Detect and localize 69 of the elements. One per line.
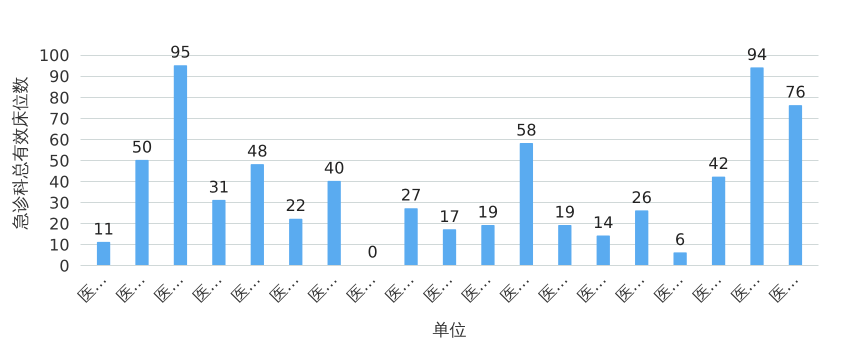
x-tick-label: 医… (458, 270, 495, 306)
data-label: 14 (593, 213, 614, 232)
y-tick-label: 70 (49, 109, 70, 128)
data-label: 6 (675, 230, 686, 249)
x-tick-label: 医… (766, 270, 802, 306)
x-tick-label: 医… (574, 270, 610, 306)
data-label: 17 (439, 206, 460, 226)
x-tick-label: 医… (535, 270, 572, 306)
data-label: 27 (400, 186, 422, 205)
bar (520, 143, 534, 266)
bar (328, 180, 341, 266)
x-tick-label: 医… (612, 270, 648, 306)
data-label: 11 (93, 219, 114, 238)
y-axis-title: 急诊科总有效床位数 (10, 76, 31, 230)
y-tick-label: 60 (49, 130, 70, 150)
y-tick-label: 90 (49, 67, 70, 86)
data-label: 42 (708, 154, 729, 174)
x-tick-label: 医… (420, 270, 456, 306)
bar (673, 252, 687, 266)
x-tick-label: 医… (497, 270, 534, 306)
data-label: 50 (132, 137, 152, 156)
data-label: 31 (208, 177, 230, 196)
bar (712, 176, 726, 266)
y-tick-label: 80 (49, 88, 70, 108)
data-label: 95 (170, 42, 191, 62)
y-tick-label: 30 (49, 193, 70, 212)
y-tick-label: 20 (49, 214, 70, 234)
data-label: 76 (785, 82, 806, 102)
bar (289, 218, 302, 266)
bar (96, 242, 110, 266)
x-tick-label: 医… (650, 270, 687, 306)
bar (212, 200, 226, 266)
data-label: 40 (324, 158, 344, 178)
bar (788, 105, 802, 266)
x-tick-label: 医… (151, 270, 188, 306)
bar (250, 164, 264, 266)
data-label: 22 (286, 196, 306, 216)
x-axis-title: 单位 (432, 320, 466, 341)
bar (558, 225, 572, 266)
x-tick-label: 医… (689, 270, 726, 306)
y-tick-label: 0 (59, 256, 70, 276)
data-label: 94 (746, 44, 768, 64)
data-label: 19 (554, 202, 575, 222)
x-tick-label: 医… (266, 270, 302, 306)
x-tick-label: 医… (74, 270, 110, 306)
bar (442, 229, 456, 266)
x-tick-label: 医… (304, 270, 341, 306)
y-tick-label: 100 (38, 46, 70, 66)
data-label: 48 (247, 142, 268, 161)
bar (135, 160, 149, 266)
y-tick-label: 40 (49, 172, 70, 192)
bar (404, 208, 418, 266)
data-label: 0 (368, 242, 378, 262)
bar (635, 210, 648, 266)
bar (481, 225, 495, 266)
x-tick-label: 医… (112, 270, 149, 306)
x-tick-label: 医… (343, 270, 380, 306)
bar (596, 236, 610, 266)
y-tick-label: 50 (49, 151, 70, 170)
data-label: 58 (516, 120, 537, 140)
y-tick-label: 10 (49, 235, 70, 254)
bar (174, 65, 188, 266)
x-tick-label: 医… (190, 270, 226, 306)
x-tick-label: 医… (228, 270, 264, 306)
x-tick-label: 医… (728, 270, 764, 306)
x-tick-label: 医… (382, 270, 418, 306)
bar (750, 67, 764, 266)
data-label: 26 (632, 188, 652, 207)
data-label: 19 (478, 202, 498, 222)
